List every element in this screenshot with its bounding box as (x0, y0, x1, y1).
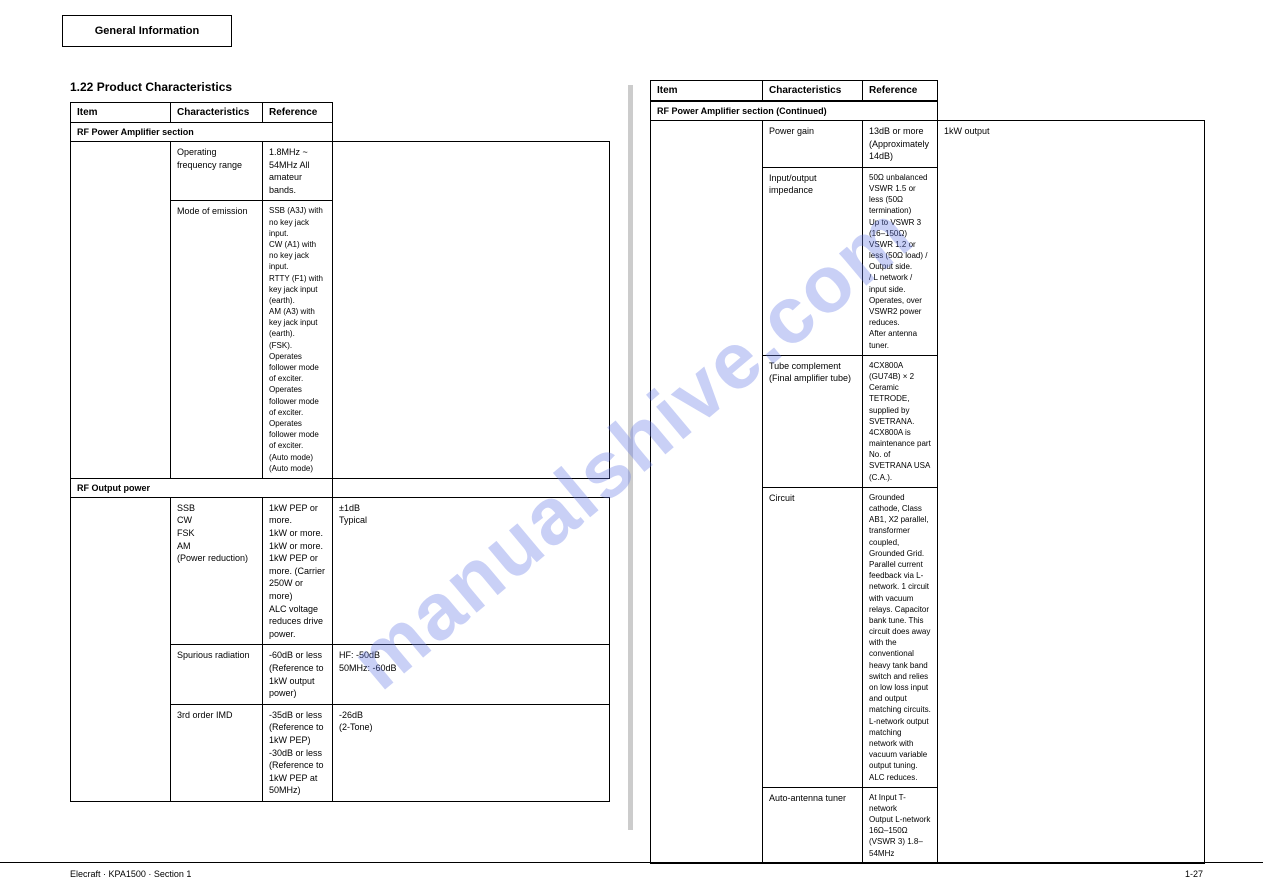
cell-ref (333, 142, 610, 479)
th-ref: Reference (863, 81, 938, 102)
th-item: Item (71, 103, 171, 123)
cell-ref: -26dB (2-Tone) (333, 704, 610, 801)
left-table: Item Characteristics Reference RF Power … (70, 102, 610, 802)
cell-item: 3rd order IMD (171, 704, 263, 801)
th-item: Item (651, 81, 763, 102)
th-char: Characteristics (171, 103, 263, 123)
cell-char: -60dB or less (Reference to 1kW output p… (263, 645, 333, 704)
section-title: 1.22 Product Characteristics (70, 80, 610, 94)
table-row: Operating frequency range 1.8MHz ~ 54MHz… (71, 142, 610, 201)
column-divider (628, 85, 633, 830)
cell-ref: HF: -50dB 50MHz: -60dB (333, 645, 610, 704)
group-title: RF Output power (71, 478, 333, 497)
footer-right-text: 1-27 (1185, 869, 1203, 879)
table-header-row: Item Characteristics Reference (651, 81, 1205, 102)
page-header-text: General Information (95, 25, 200, 37)
cell-char: SSB (A3J) with no key jack input. CW (A1… (263, 201, 333, 479)
cell-ref: 1kW output (938, 121, 1205, 864)
group-title: RF Power Amplifier section (71, 123, 333, 142)
cell-char: 50Ω unbalanced VSWR 1.5 or less (50Ω ter… (863, 167, 938, 355)
table-header-row: Item Characteristics Reference (71, 103, 610, 123)
group-header-row: RF Power Amplifier section (Continued) (651, 101, 1205, 121)
page-header-box: General Information (62, 15, 232, 47)
cell-ref: ±1dB Typical (333, 497, 610, 645)
cell-item: Power gain (763, 121, 863, 168)
cell-char: -35dB or less (Reference to 1kW PEP) -30… (263, 704, 333, 801)
group-title: RF Power Amplifier section (Continued) (651, 101, 938, 121)
right-column: Item Characteristics Reference RF Power … (650, 80, 1205, 864)
indent-cell (71, 142, 171, 479)
cell-item: Mode of emission (171, 201, 263, 479)
right-table: Item Characteristics Reference RF Power … (650, 80, 1205, 864)
group-header-row: RF Power Amplifier section (71, 123, 610, 142)
cell-item: Spurious radiation (171, 645, 263, 704)
left-column: 1.22 Product Characteristics Item Charac… (70, 80, 610, 802)
indent-cell (651, 121, 763, 864)
group-header-row: RF Output power (71, 478, 610, 497)
cell-item: Circuit (763, 487, 863, 787)
table-row: SSB CW FSK AM (Power reduction) 1kW PEP … (71, 497, 610, 645)
cell-item: Operating frequency range (171, 142, 263, 201)
cell-char: At Input T-network Output L-network 16Ω–… (863, 787, 938, 863)
cell-char: 1.8MHz ~ 54MHz All amateur bands. (263, 142, 333, 201)
footer-left-text: Elecraft · KPA1500 · Section 1 (70, 869, 191, 879)
th-char: Characteristics (763, 81, 863, 102)
cell-char: Grounded cathode, Class AB1, X2 parallel… (863, 487, 938, 787)
cell-item: Tube complement (Final amplifier tube) (763, 355, 863, 487)
cell-char: 1kW PEP or more. 1kW or more. 1kW or mor… (263, 497, 333, 645)
cell-char: 4CX800A (GU74B) × 2 Ceramic TETRODE, sup… (863, 355, 938, 487)
cell-char: 13dB or more (Approximately 14dB) (863, 121, 938, 168)
page-footer: Elecraft · KPA1500 · Section 1 1-27 (0, 862, 1263, 863)
cell-item: SSB CW FSK AM (Power reduction) (171, 497, 263, 645)
cell-item: Auto-antenna tuner (763, 787, 863, 863)
th-ref: Reference (263, 103, 333, 123)
indent-cell (71, 497, 171, 801)
cell-item: Input/output impedance (763, 167, 863, 355)
table-row: Power gain 13dB or more (Approximately 1… (651, 121, 1205, 168)
